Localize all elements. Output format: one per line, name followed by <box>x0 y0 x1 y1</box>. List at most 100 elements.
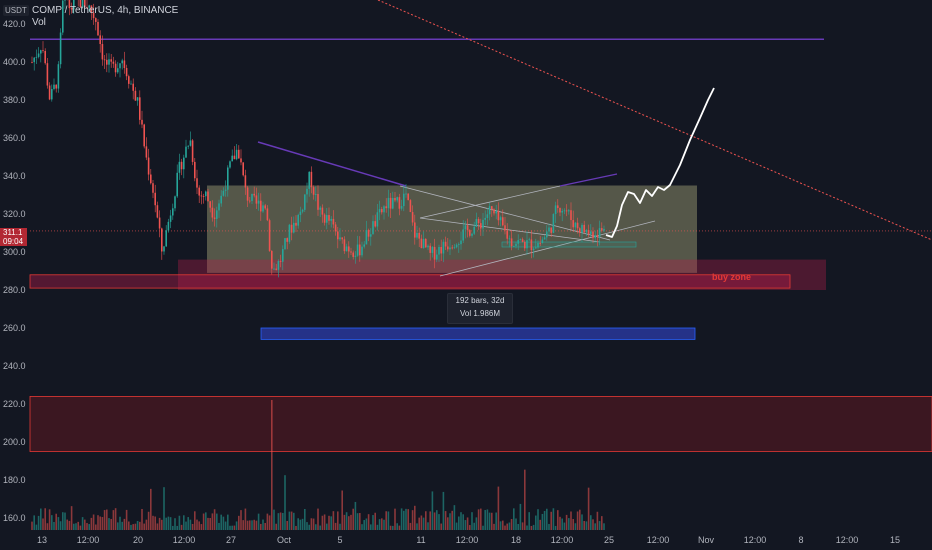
volume-bar <box>205 512 207 530</box>
candle-body <box>546 231 548 238</box>
candle-body <box>508 238 511 240</box>
volume-bar <box>451 510 453 530</box>
candle-body <box>293 222 295 233</box>
volume-bar <box>321 515 324 530</box>
volume-bar <box>180 524 183 530</box>
candle-body <box>128 76 130 84</box>
volume-bar <box>574 523 577 530</box>
volume-bar <box>211 513 214 530</box>
projected-path <box>605 87 715 238</box>
volume-bar <box>242 520 244 530</box>
volume-bar <box>174 518 176 530</box>
candle-body <box>205 191 207 197</box>
volume-bar <box>317 508 319 530</box>
volume-bar <box>257 513 260 530</box>
candle-body <box>433 246 436 260</box>
candle-body <box>297 214 299 226</box>
volume-indicator-label[interactable]: Vol <box>32 17 46 28</box>
volume-bar <box>517 523 519 530</box>
candle-body <box>539 242 541 244</box>
volume-bar <box>196 519 198 530</box>
volume-bar <box>251 520 253 530</box>
volume-bar <box>442 491 445 530</box>
volume-bar <box>40 508 42 530</box>
volume-bar <box>64 512 66 530</box>
volume-bar <box>33 515 35 530</box>
volume-bar <box>420 515 423 530</box>
volume-bar <box>161 519 163 530</box>
symbol-info[interactable]: COMP / TetherUS, 4h, BINANCE <box>32 5 179 16</box>
candle-body <box>183 157 185 170</box>
candle-body <box>68 0 71 9</box>
candle-body <box>233 155 236 160</box>
candle-body <box>59 32 62 65</box>
candle-body <box>268 220 271 251</box>
volume-bar <box>244 508 247 530</box>
candle-body <box>86 7 88 8</box>
volume-bar <box>473 522 475 530</box>
volume-bar <box>77 521 79 530</box>
candle-body <box>458 244 460 245</box>
candle-body <box>48 85 51 100</box>
purple-trendline-right <box>559 173 618 187</box>
volume-bar <box>594 523 596 530</box>
candle-body <box>568 210 570 212</box>
candle-body <box>57 64 60 89</box>
candle-body <box>176 172 178 197</box>
candle-body <box>392 197 394 209</box>
candle-body <box>570 210 572 221</box>
candle-body <box>310 171 313 188</box>
candle-body <box>427 245 429 248</box>
candle-body <box>222 190 225 196</box>
volume-bar <box>579 509 581 530</box>
volume-bar <box>143 523 145 530</box>
candle-body <box>429 245 431 253</box>
candle-body <box>227 167 229 190</box>
volume-bar <box>530 525 533 530</box>
candle-body <box>319 207 321 210</box>
volume-bar <box>488 512 491 530</box>
volume-bar <box>262 519 264 530</box>
volume-bar <box>297 518 299 530</box>
volume-bar <box>169 517 172 530</box>
candle-body <box>526 240 528 249</box>
volume-bar <box>273 509 275 530</box>
volume-bar <box>312 518 315 530</box>
volume-bar <box>216 513 218 530</box>
volume-bar <box>372 515 374 530</box>
candle-body <box>242 162 244 176</box>
volume-bar <box>189 519 192 530</box>
volume-bar <box>97 515 99 530</box>
candle-body <box>264 205 266 209</box>
volume-bar <box>398 525 401 530</box>
candle-body <box>352 252 354 257</box>
candle-body <box>381 209 383 213</box>
volume-bar <box>460 512 462 530</box>
candle-body <box>224 189 227 191</box>
candle-body <box>339 237 341 240</box>
candle-body <box>216 210 218 219</box>
volume-bar <box>200 524 203 530</box>
volume-bar <box>194 511 196 530</box>
candle-body <box>405 193 407 195</box>
volume-bar <box>414 505 416 530</box>
volume-bar <box>145 519 148 530</box>
candle-body <box>477 218 480 224</box>
candle-body <box>497 211 500 221</box>
time-axis-label: 27 <box>226 535 236 545</box>
volume-bar <box>592 519 594 530</box>
candle-body <box>167 221 170 231</box>
volume-bar <box>114 508 117 530</box>
channel-lower <box>439 220 656 277</box>
descending-trendline <box>377 0 932 241</box>
volume-bar <box>506 523 508 530</box>
candle-body <box>363 244 365 247</box>
candle-body <box>321 207 324 215</box>
candle-body <box>238 149 240 159</box>
candle-body <box>334 224 337 232</box>
candle-body <box>103 59 106 61</box>
volume-bar <box>108 518 110 530</box>
volume-bar <box>332 511 335 530</box>
